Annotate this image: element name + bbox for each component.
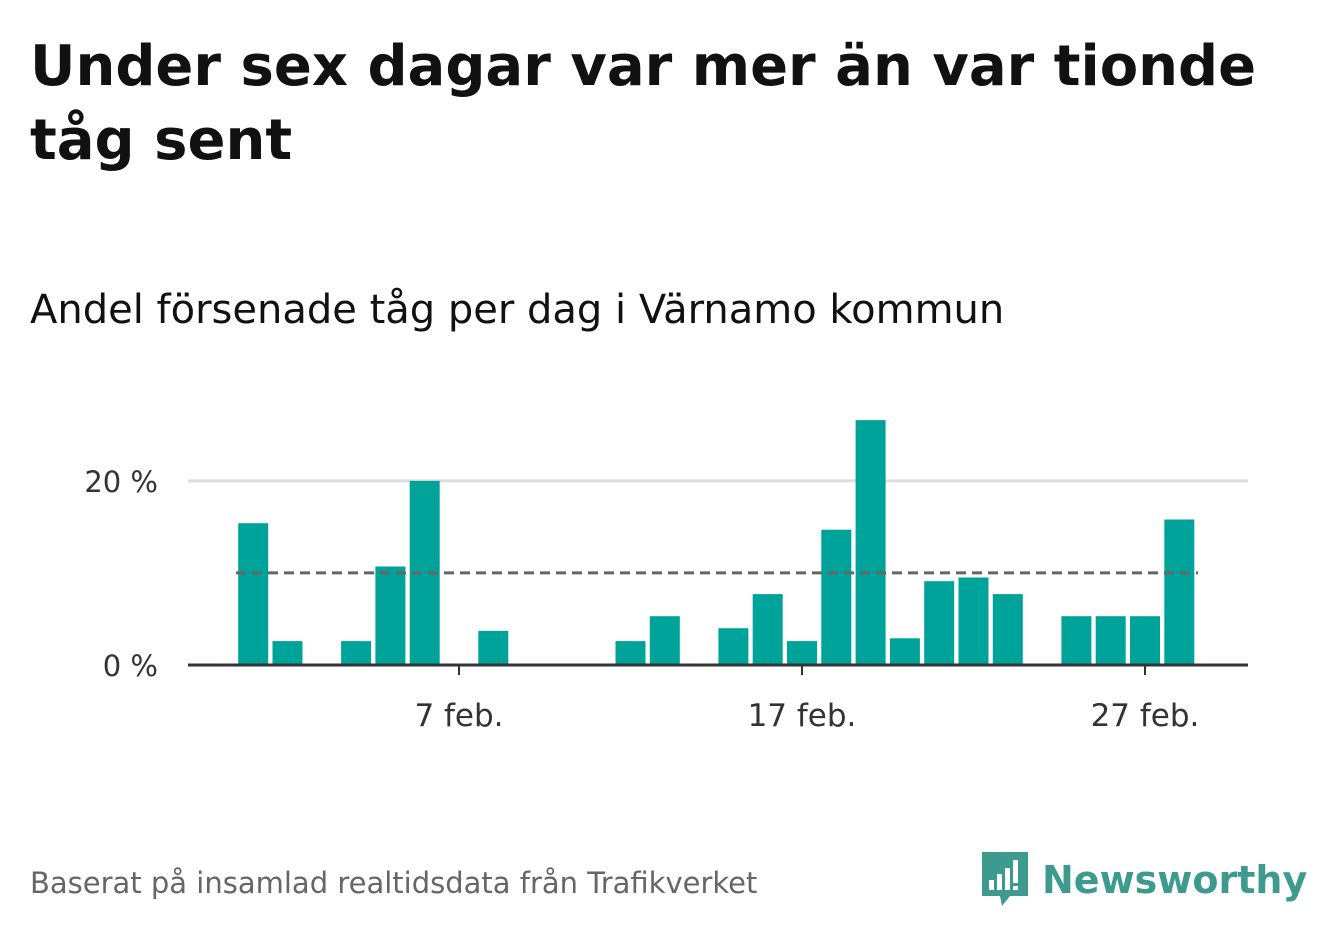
bar-day-20 bbox=[889, 638, 920, 665]
bar-chart-speech-bubble-icon bbox=[982, 852, 1028, 906]
y-tick-label: 20 % bbox=[84, 465, 158, 499]
bar-day-25 bbox=[1061, 616, 1092, 665]
logo-text: Newsworthy bbox=[1042, 858, 1308, 902]
source-note: Baserat på insamlad realtidsdata från Tr… bbox=[30, 866, 758, 900]
bar-day-17 bbox=[787, 641, 817, 665]
axis-layer: 0 % 20 % 7 feb. 17 feb. 27 feb. bbox=[84, 465, 1248, 734]
bar-day-21 bbox=[924, 581, 955, 665]
bar-day-22 bbox=[958, 577, 989, 665]
chart-subtitle: Andel försenade tåg per dag i Värnamo ko… bbox=[30, 287, 1005, 333]
x-tick-label: 7 feb. bbox=[414, 698, 503, 734]
bar-day-27 bbox=[1130, 616, 1160, 665]
bar-day-1 bbox=[238, 523, 269, 665]
bar-day-28 bbox=[1164, 519, 1195, 665]
bar-day-12 bbox=[615, 641, 646, 665]
bar-day-16 bbox=[752, 594, 783, 665]
bar-day-18 bbox=[821, 529, 852, 665]
bar-day-8 bbox=[478, 630, 509, 665]
bar-day-4 bbox=[341, 641, 372, 665]
bar-day-23 bbox=[992, 594, 1023, 665]
x-tick-label: 17 feb. bbox=[748, 698, 857, 734]
bar-day-2 bbox=[272, 641, 303, 665]
bar-day-5 bbox=[375, 566, 406, 665]
chart-title: Under sex dagar var mer än var tionde tå… bbox=[30, 34, 1257, 173]
bars-layer bbox=[238, 420, 1195, 665]
newsworthy-logo[interactable]: Newsworthy bbox=[980, 850, 1307, 910]
bar-day-19 bbox=[855, 420, 886, 665]
bar-day-26 bbox=[1095, 616, 1126, 665]
x-tick-label: 27 feb. bbox=[1091, 698, 1200, 734]
bar-day-13 bbox=[649, 616, 680, 665]
y-tick-label: 0 % bbox=[103, 649, 158, 683]
bar-chart: 0 % 20 % 7 feb. 17 feb. 27 feb. bbox=[84, 420, 1248, 734]
bar-day-15 bbox=[718, 628, 749, 665]
